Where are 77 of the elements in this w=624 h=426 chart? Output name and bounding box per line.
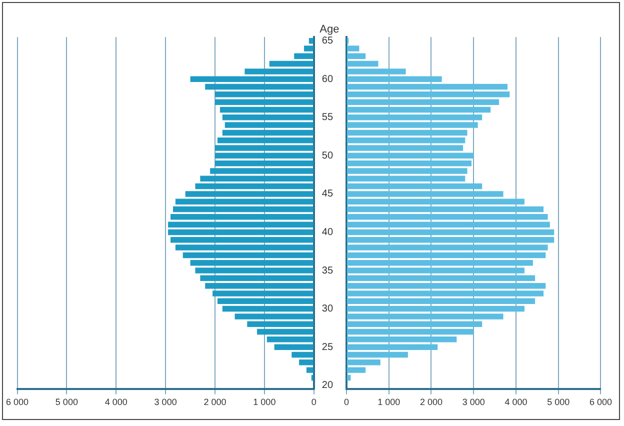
x-tick-label: 5 000 <box>55 397 78 408</box>
bar <box>347 137 466 144</box>
x-tick-label: 2 000 <box>204 397 226 408</box>
x-tick-label: 6 000 <box>6 397 29 408</box>
bar <box>205 282 314 289</box>
bar <box>215 145 314 151</box>
bar <box>217 298 314 304</box>
bar <box>172 206 314 212</box>
bar <box>304 46 314 52</box>
x-tick-label: 0 <box>344 397 350 408</box>
bar <box>294 53 314 60</box>
y-tick-label: 35 <box>322 265 334 276</box>
bar <box>215 152 314 159</box>
bar <box>347 290 544 296</box>
bar <box>222 130 314 136</box>
bar <box>347 160 472 166</box>
bar <box>220 106 314 113</box>
bar <box>347 352 408 358</box>
bar <box>347 268 524 274</box>
bar <box>168 229 314 236</box>
y-tick-label: 60 <box>322 74 334 85</box>
bar <box>347 152 474 159</box>
bar <box>347 84 508 90</box>
bar <box>347 53 366 60</box>
x-tick-label: 3 000 <box>462 397 485 408</box>
x-tick-label: 1 000 <box>253 397 276 408</box>
x-tick-label: 1 000 <box>378 397 400 408</box>
bar <box>347 328 474 335</box>
bar <box>347 46 360 52</box>
bar <box>200 176 314 182</box>
bar <box>347 282 546 289</box>
y-axis-title: Age <box>320 24 340 36</box>
bar <box>347 168 468 174</box>
bar <box>190 260 314 266</box>
bar <box>195 268 314 274</box>
x-tick-label: 4 000 <box>504 397 528 408</box>
y-tick-label: 20 <box>322 380 334 392</box>
bar <box>347 252 546 258</box>
y-tick-label: 30 <box>322 304 334 315</box>
bar <box>347 374 351 381</box>
x-tick-label: 5 000 <box>547 397 570 408</box>
bar <box>257 328 314 335</box>
y-tick-label: 50 <box>322 150 334 162</box>
y-tick-label: 65 <box>322 36 334 47</box>
x-tick-label: 4 000 <box>104 397 128 408</box>
bar <box>347 229 554 236</box>
y-tick-label: 45 <box>322 188 334 200</box>
bar <box>347 260 533 266</box>
bar <box>269 60 314 67</box>
bar <box>217 137 314 144</box>
bar <box>308 38 314 44</box>
bar <box>212 290 314 296</box>
bar <box>347 183 482 190</box>
x-tick-label: 3 000 <box>154 397 177 408</box>
y-tick-label: 40 <box>322 226 334 238</box>
bar <box>222 306 314 312</box>
bar <box>182 252 314 258</box>
y-tick-label: 55 <box>322 112 334 124</box>
x-tick-label: 2 000 <box>420 397 443 408</box>
bar <box>292 352 314 358</box>
bar <box>347 275 536 282</box>
bar <box>347 298 536 304</box>
bar <box>347 306 524 312</box>
bar <box>347 130 468 136</box>
bar <box>347 176 466 182</box>
x-tick-label: 0 <box>311 397 316 408</box>
bar <box>210 168 314 174</box>
bar <box>200 275 314 282</box>
bar <box>205 84 314 90</box>
bar <box>195 183 314 190</box>
bar <box>347 206 544 212</box>
bar <box>347 106 491 113</box>
y-tick-label: 25 <box>322 342 334 353</box>
bar <box>347 145 464 151</box>
bar <box>215 160 314 166</box>
bar <box>347 60 378 67</box>
x-tick-label: 6 000 <box>589 397 612 408</box>
